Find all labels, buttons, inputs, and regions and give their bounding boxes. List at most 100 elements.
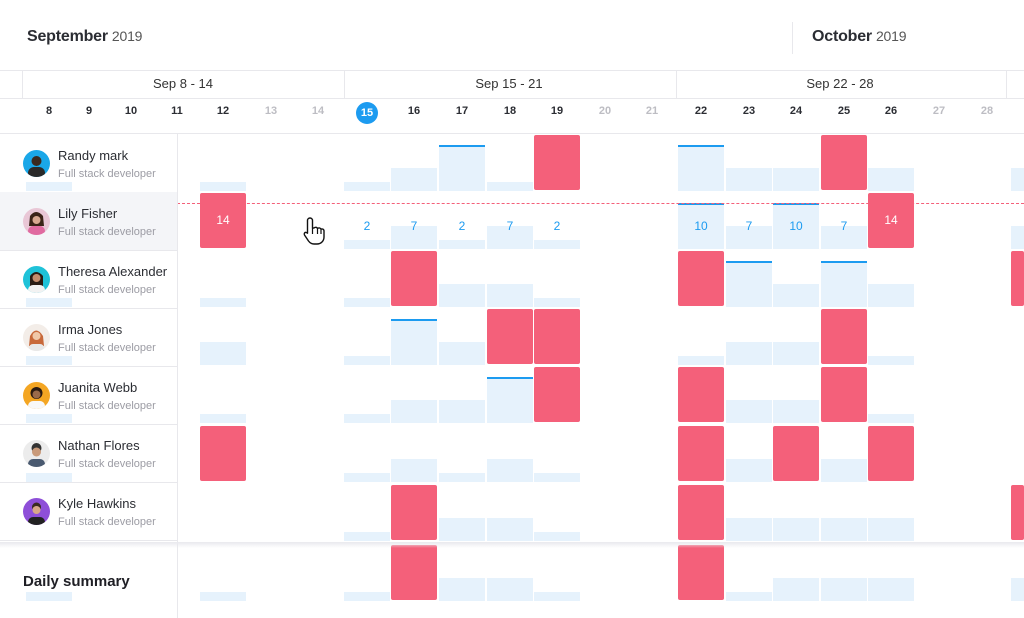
workload-bar[interactable]	[344, 182, 390, 191]
time-off-block[interactable]: 14	[200, 193, 246, 248]
day-number[interactable]: 27	[932, 105, 946, 117]
day-number[interactable]: 9	[85, 105, 93, 117]
today-marker[interactable]: 15	[356, 102, 378, 124]
workload-bar[interactable]	[868, 168, 914, 191]
workload-bar[interactable]	[773, 203, 819, 249]
day-number[interactable]: 19	[550, 105, 564, 117]
time-off-block[interactable]	[534, 135, 580, 190]
time-off-block[interactable]	[534, 367, 580, 422]
time-off-block[interactable]	[1011, 251, 1024, 306]
time-off-block[interactable]	[678, 485, 724, 540]
workload-bar[interactable]	[200, 592, 246, 601]
person-row-randy[interactable]: Randy mark Full stack developer	[0, 134, 177, 193]
workload-bar[interactable]	[726, 459, 772, 482]
workload-bar[interactable]	[487, 284, 533, 307]
workload-bar[interactable]	[439, 473, 485, 482]
day-number[interactable]: 21	[645, 105, 659, 117]
day-number[interactable]: 12	[216, 105, 230, 117]
workload-bar[interactable]	[26, 182, 72, 191]
workload-bar[interactable]	[773, 284, 819, 307]
workload-bar[interactable]	[773, 400, 819, 423]
day-number[interactable]: 22	[694, 105, 708, 117]
workload-bar[interactable]	[26, 356, 72, 365]
day-number[interactable]: 26	[884, 105, 898, 117]
workload-bar[interactable]	[868, 284, 914, 307]
person-row-kyle[interactable]: Kyle Hawkins Full stack developer	[0, 482, 177, 541]
workload-bar[interactable]	[344, 356, 390, 365]
day-number[interactable]: 11	[171, 105, 183, 117]
workload-bar[interactable]	[200, 414, 246, 423]
time-off-block[interactable]	[487, 309, 533, 364]
workload-bar[interactable]	[821, 518, 867, 541]
workload-bar[interactable]	[439, 284, 485, 307]
time-off-block[interactable]	[821, 135, 867, 190]
workload-bar[interactable]	[391, 168, 437, 191]
workload-bar[interactable]	[439, 578, 485, 601]
workload-bar[interactable]	[726, 592, 772, 601]
workload-bar[interactable]	[344, 240, 390, 249]
day-number[interactable]: 14	[311, 105, 325, 117]
time-off-block[interactable]: 14	[868, 193, 914, 248]
time-off-block[interactable]	[1011, 485, 1024, 540]
person-row-irma[interactable]: Irma Jones Full stack developer	[0, 308, 177, 367]
workload-bar[interactable]	[391, 400, 437, 423]
workload-bar[interactable]	[439, 518, 485, 541]
workload-bar[interactable]	[344, 473, 390, 482]
person-row-juanita[interactable]: Juanita Webb Full stack developer	[0, 366, 177, 425]
time-off-block[interactable]	[821, 309, 867, 364]
day-number[interactable]: 8	[45, 105, 53, 117]
workload-bar[interactable]	[26, 473, 72, 482]
workload-bar[interactable]	[773, 578, 819, 601]
workload-bar[interactable]	[487, 226, 533, 249]
workload-bar[interactable]	[868, 414, 914, 423]
time-off-block[interactable]	[391, 545, 437, 600]
day-number[interactable]: 13	[264, 105, 278, 117]
workload-bar[interactable]	[487, 578, 533, 601]
workload-bar[interactable]	[868, 356, 914, 365]
workload-bar[interactable]	[773, 168, 819, 191]
workload-bar[interactable]	[534, 240, 580, 249]
workload-bar[interactable]	[821, 578, 867, 601]
workload-bar[interactable]	[487, 518, 533, 541]
workload-bar[interactable]	[26, 298, 72, 307]
workload-bar[interactable]	[391, 459, 437, 482]
workload-bar[interactable]	[1011, 578, 1024, 601]
time-off-block[interactable]	[821, 367, 867, 422]
workload-bar[interactable]	[534, 473, 580, 482]
time-off-block[interactable]	[868, 426, 914, 481]
workload-bar[interactable]	[726, 168, 772, 191]
workload-bar[interactable]	[26, 414, 72, 423]
workload-bar[interactable]	[678, 356, 724, 365]
person-row-nathan[interactable]: Nathan Flores Full stack developer	[0, 424, 177, 483]
workload-bar[interactable]	[391, 226, 437, 249]
week-label[interactable]: Sep 8 - 14	[153, 76, 213, 91]
time-off-block[interactable]	[534, 309, 580, 364]
person-row-theresa[interactable]: Theresa Alexander Full stack developer	[0, 250, 177, 309]
day-number[interactable]: 28	[980, 105, 994, 117]
workload-bar[interactable]	[200, 342, 246, 365]
workload-bar[interactable]	[821, 226, 867, 249]
day-number[interactable]: 17	[455, 105, 469, 117]
workload-bar[interactable]	[1011, 226, 1024, 249]
day-number[interactable]: 23	[742, 105, 756, 117]
workload-bar[interactable]	[773, 518, 819, 541]
workload-bar[interactable]	[26, 592, 72, 601]
workload-bar[interactable]	[344, 532, 390, 541]
week-label[interactable]: Sep 15 - 21	[475, 76, 543, 91]
day-number[interactable]: 16	[407, 105, 421, 117]
time-off-block[interactable]	[678, 251, 724, 306]
workload-bar[interactable]	[344, 592, 390, 601]
time-off-block[interactable]	[678, 426, 724, 481]
workload-bar[interactable]	[726, 518, 772, 541]
workload-bar[interactable]	[821, 261, 867, 307]
workload-bar[interactable]	[391, 319, 437, 365]
time-off-block[interactable]	[391, 485, 437, 540]
workload-bar[interactable]	[439, 240, 485, 249]
day-number[interactable]: 20	[598, 105, 612, 117]
workload-bar[interactable]	[726, 226, 772, 249]
day-number[interactable]: 18	[503, 105, 517, 117]
workload-bar[interactable]	[487, 459, 533, 482]
time-off-block[interactable]	[773, 426, 819, 481]
workload-bar[interactable]	[726, 342, 772, 365]
workload-bar[interactable]	[821, 459, 867, 482]
